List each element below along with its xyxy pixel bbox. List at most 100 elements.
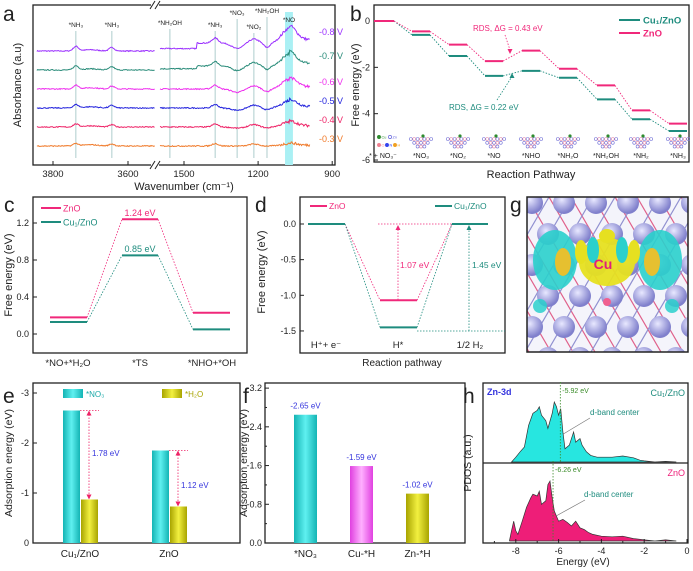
structure-atom <box>422 141 427 145</box>
adsorption-structure-icon <box>445 134 471 149</box>
connector-line <box>649 110 670 125</box>
zn-atom <box>569 223 591 245</box>
cu-atom <box>568 134 572 138</box>
zn-atom <box>553 197 575 214</box>
category-label: *NH₂O <box>558 153 580 160</box>
y-tick-label: -2 <box>362 62 370 72</box>
structure-atom <box>459 144 464 149</box>
panel-label-h: h <box>463 385 475 408</box>
zn-atom <box>569 285 591 307</box>
charge-depletion-lobe <box>616 237 628 263</box>
bar <box>350 466 373 543</box>
structure-atom <box>492 137 496 141</box>
adsorption-structure-icon <box>408 134 434 149</box>
pdos-title: Zn-3d <box>487 387 512 397</box>
structure-atom <box>632 141 637 145</box>
connector-line <box>614 99 633 120</box>
structure-atom <box>425 141 430 145</box>
difference-label: 1.78 eV <box>92 449 120 458</box>
bar <box>63 410 80 543</box>
category-label: H⁺+ e⁻ <box>311 340 341 351</box>
structure-atom <box>635 141 640 145</box>
structure-atom <box>597 141 602 145</box>
structure-atom <box>682 137 687 141</box>
category-label: Zn-*H <box>404 549 430 560</box>
connector-line <box>502 50 523 62</box>
structure-atom <box>518 137 523 141</box>
structure-atom <box>566 141 570 145</box>
structure-atom <box>495 144 500 149</box>
charge-depletion-region <box>638 230 682 290</box>
structure-atom <box>632 137 637 141</box>
axis-break-mark <box>154 0 161 10</box>
structure-atom <box>488 137 493 141</box>
cu-atom <box>458 134 462 138</box>
x-tick-label: -2 <box>640 546 648 556</box>
arrowhead-cu <box>466 225 472 230</box>
zn-atom <box>681 197 688 214</box>
structure-atom <box>676 137 680 141</box>
rds-arrowhead-cu <box>509 73 515 78</box>
y-tick-label: 0.8 <box>16 255 29 265</box>
energy-label-zno: 1.07 eV <box>400 260 430 270</box>
spectrum-line <box>159 118 310 130</box>
atom-legend-marker <box>377 143 381 147</box>
bond-line <box>349 197 439 352</box>
zn-atom <box>527 316 543 338</box>
structure-atom <box>669 137 674 141</box>
zn-atom <box>649 197 671 214</box>
zn-atom <box>681 254 688 276</box>
x-tick-label: -6 <box>555 546 563 556</box>
bar-value-label: -1.02 eV <box>402 481 433 490</box>
structure-atom <box>576 137 581 141</box>
structure-atom <box>562 141 567 145</box>
structure-atom <box>639 137 643 141</box>
atom-legend-marker <box>393 143 397 147</box>
x-axis-label: Wavenumber (cm⁻¹) <box>134 181 234 193</box>
y-axis-label: Free energy (eV) <box>256 230 268 313</box>
connector-line <box>539 70 560 79</box>
adsorption-structure-icon <box>518 134 544 149</box>
category-label: *NO₂ <box>450 153 466 160</box>
bar <box>152 450 169 543</box>
atom-legend-marker <box>377 135 381 139</box>
structure-atom <box>492 141 496 145</box>
cu-atom-label: Cu <box>594 256 613 272</box>
bond-line <box>395 197 485 352</box>
structure-atom <box>635 137 640 141</box>
structure-atom <box>672 144 677 149</box>
structure-atom <box>614 137 619 141</box>
y-axis-label: PDOS (a.u.) <box>462 434 474 491</box>
structure-atom <box>566 144 570 149</box>
bond-line <box>305 197 395 352</box>
charge-depletion-lobe <box>587 237 599 263</box>
legend-label: Cu₁/ZnO <box>454 201 487 211</box>
panel-label-f: f <box>243 385 249 408</box>
structure-atom <box>600 141 605 145</box>
y-tick-label: -3.2 <box>246 383 262 393</box>
legend-swatch <box>63 389 83 398</box>
structure-atom <box>522 137 527 141</box>
structure-atom <box>642 141 647 145</box>
zn-atom <box>585 197 607 214</box>
structure-atom <box>562 144 567 149</box>
spectrum-line <box>36 65 155 72</box>
structure-atom <box>610 141 615 145</box>
structure-atom <box>649 137 654 141</box>
structure-atom <box>532 144 537 149</box>
connector-line <box>86 255 123 323</box>
structure-atom <box>492 144 496 149</box>
structure-atom <box>676 144 680 149</box>
zn-atom <box>538 347 558 352</box>
image-frame-g <box>526 196 689 353</box>
structure-atom <box>522 141 527 145</box>
atom-legend-marker <box>385 143 389 147</box>
structure-atom <box>456 144 460 149</box>
structure-atom <box>415 144 420 149</box>
structure-atom <box>456 141 460 145</box>
y-tick-label: -4 <box>362 109 370 119</box>
series-label-cu: Cu₁/ZnO <box>650 388 685 398</box>
series-label: -0.3 V <box>319 134 343 144</box>
y-tick-label: 0.0 <box>283 219 296 229</box>
structure-atom <box>532 141 537 145</box>
